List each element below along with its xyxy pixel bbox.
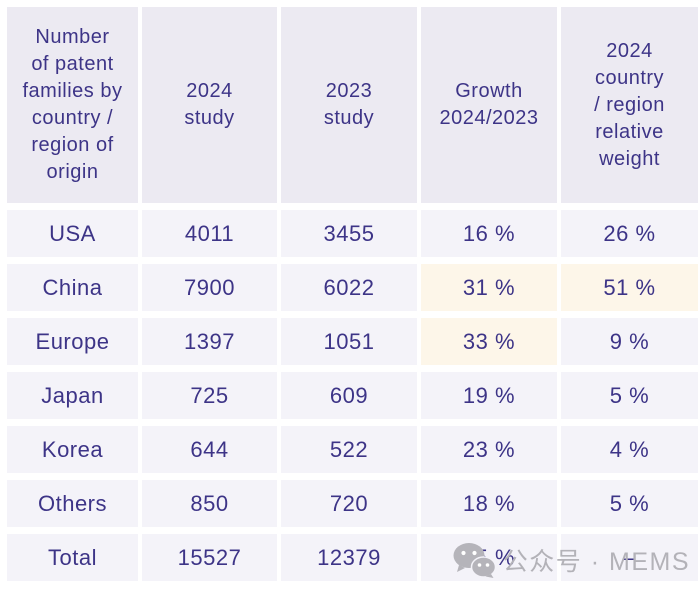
row-label-total: Total	[7, 534, 138, 581]
japan-2024-study: 725	[142, 372, 277, 419]
usa-weight: 26 %	[561, 210, 698, 257]
others-2023-study: 720	[281, 480, 417, 527]
others-2024-study: 850	[142, 480, 277, 527]
korea-weight: 4 %	[561, 426, 698, 473]
others-growth: 18 %	[421, 480, 557, 527]
china-2024-study: 7900	[142, 264, 277, 311]
korea-2023-study: 522	[281, 426, 417, 473]
korea-growth: 23 %	[421, 426, 557, 473]
japan-growth: 19 %	[421, 372, 557, 419]
europe-2024-study: 1397	[142, 318, 277, 365]
europe-growth: 33 %	[421, 318, 557, 365]
header-origin: Number of patent families by country / r…	[7, 7, 138, 203]
row-label-japan: Japan	[7, 372, 138, 419]
china-weight: 51 %	[561, 264, 698, 311]
row-label-china: China	[7, 264, 138, 311]
header-2023-study: 2023 study	[281, 7, 417, 203]
usa-growth: 16 %	[421, 210, 557, 257]
row-label-korea: Korea	[7, 426, 138, 473]
china-2023-study: 6022	[281, 264, 417, 311]
japan-weight: 5 %	[561, 372, 698, 419]
total-2023-study: 12379	[281, 534, 417, 581]
header-weight: 2024 country / region relative weight	[561, 7, 698, 203]
row-label-europe: Europe	[7, 318, 138, 365]
china-growth: 31 %	[421, 264, 557, 311]
header-growth: Growth 2024/2023	[421, 7, 557, 203]
korea-2024-study: 644	[142, 426, 277, 473]
europe-weight: 9 %	[561, 318, 698, 365]
others-weight: 5 %	[561, 480, 698, 527]
total-2024-study: 15527	[142, 534, 277, 581]
header-2024-study: 2024 study	[142, 7, 277, 203]
usa-2023-study: 3455	[281, 210, 417, 257]
total-weight: –	[561, 534, 698, 581]
total-growth: 25 %	[421, 534, 557, 581]
row-label-usa: USA	[7, 210, 138, 257]
japan-2023-study: 609	[281, 372, 417, 419]
europe-2023-study: 1051	[281, 318, 417, 365]
row-label-others: Others	[7, 480, 138, 527]
usa-2024-study: 4011	[142, 210, 277, 257]
